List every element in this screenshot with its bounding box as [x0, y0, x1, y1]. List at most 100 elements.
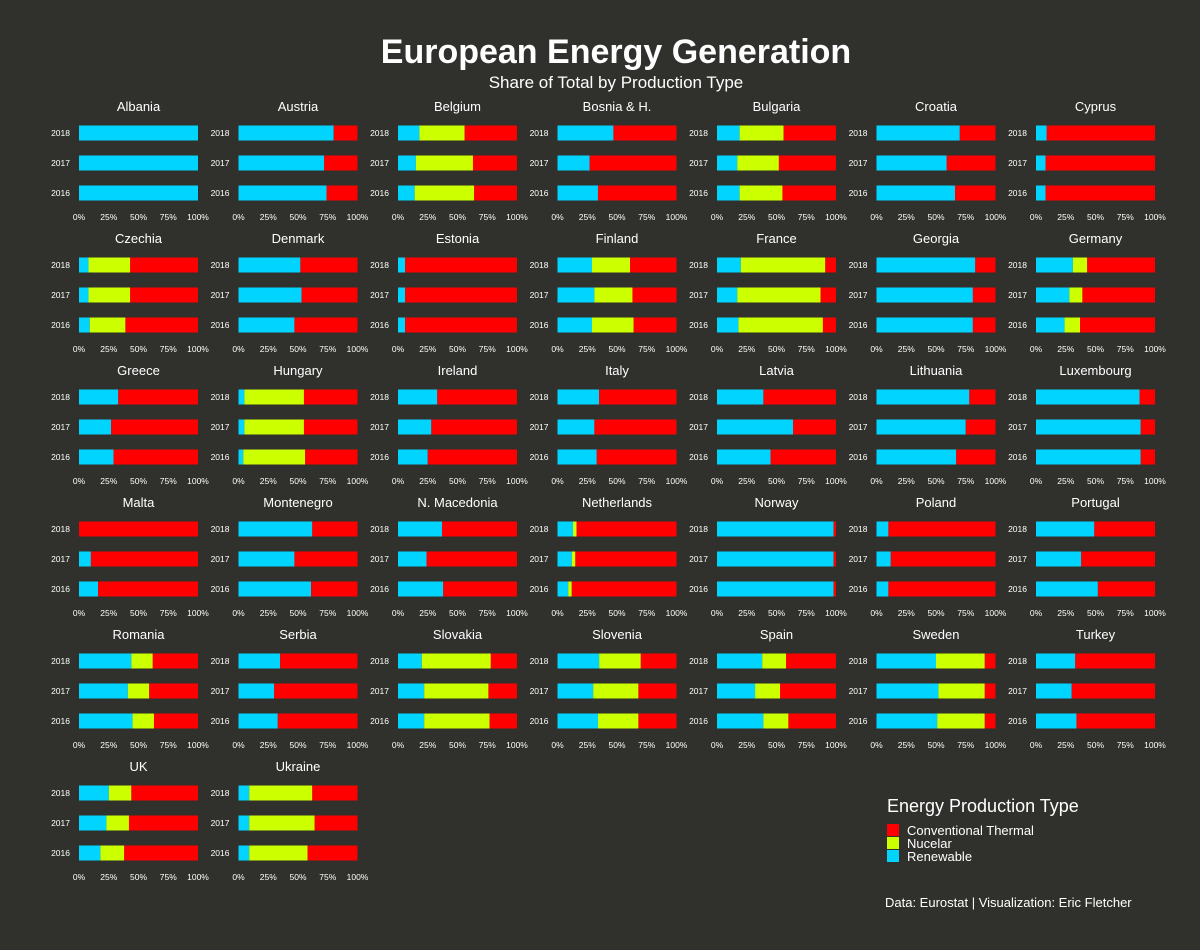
year-label: 2017	[530, 422, 549, 432]
x-tick-label: 25%	[898, 740, 915, 750]
panel-title: Netherlands	[582, 495, 653, 510]
x-tick-label: 0%	[232, 476, 245, 486]
year-label: 2018	[689, 656, 708, 666]
bar-segment-conventional-thermal	[442, 521, 517, 537]
x-tick-label: 25%	[579, 476, 596, 486]
x-tick-label: 50%	[130, 344, 147, 354]
panel-turkey: Turkey 2018 2017 2016 0% 25% 50% 75% 100%	[1008, 627, 1166, 750]
bar-segment-renewable	[557, 683, 594, 699]
bar-segment-renewable	[557, 257, 593, 273]
x-tick-label: 100%	[187, 212, 209, 222]
panel-title: Ukraine	[276, 759, 321, 774]
panel-greece: Greece 2018 2017 2016 0% 25% 50% 75% 100%	[51, 363, 209, 486]
panel-denmark: Denmark 2018 2017 2016 0% 25% 50% 75% 100%	[211, 231, 369, 354]
year-label: 2016	[51, 584, 70, 594]
x-tick-label: 50%	[289, 608, 306, 618]
bar-segment-nuclear	[127, 683, 150, 699]
bar-segment-conventional-thermal	[98, 581, 198, 597]
year-label: 2018	[689, 128, 708, 138]
year-label: 2018	[211, 128, 230, 138]
x-tick-label: 0%	[711, 740, 724, 750]
x-tick-label: 75%	[319, 740, 336, 750]
year-label: 2018	[530, 260, 549, 270]
x-tick-label: 0%	[711, 608, 724, 618]
panel-netherlands: Netherlands 2018 2017 2016 0% 25% 50% 75% 100%	[530, 495, 688, 618]
bar-segment-renewable	[79, 551, 91, 567]
bar-segment-renewable	[79, 785, 109, 801]
x-tick-label: 75%	[957, 476, 974, 486]
bar-segment-conventional-thermal	[630, 257, 677, 273]
x-tick-label: 0%	[392, 608, 405, 618]
x-tick-label: 75%	[957, 740, 974, 750]
bar-segment-conventional-thermal	[793, 419, 836, 435]
year-label: 2017	[849, 686, 868, 696]
bar-segment-conventional-thermal	[1094, 521, 1155, 537]
year-label: 2017	[689, 158, 708, 168]
panel-title: Luxembourg	[1059, 363, 1131, 378]
x-tick-label: 100%	[825, 212, 847, 222]
x-tick-label: 100%	[187, 872, 209, 882]
bar-segment-conventional-thermal	[464, 125, 517, 141]
bar-segment-renewable	[1036, 155, 1046, 171]
bar-segment-conventional-thermal	[301, 287, 358, 303]
year-label: 2018	[370, 524, 389, 534]
bar-segment-renewable	[1036, 713, 1077, 729]
x-tick-label: 25%	[579, 608, 596, 618]
bar-segment-nuclear	[244, 419, 304, 435]
bar-segment-conventional-thermal	[984, 653, 996, 669]
x-tick-label: 25%	[898, 212, 915, 222]
bar-segment-conventional-thermal	[314, 815, 358, 831]
bar-segment-nuclear	[249, 815, 315, 831]
x-tick-label: 100%	[506, 740, 528, 750]
x-tick-label: 100%	[187, 476, 209, 486]
bar-segment-renewable	[557, 185, 598, 201]
bar-segment-renewable	[876, 125, 960, 141]
year-label: 2017	[1008, 290, 1027, 300]
x-tick-label: 75%	[798, 212, 815, 222]
year-label: 2018	[530, 656, 549, 666]
x-tick-label: 75%	[798, 476, 815, 486]
bar-segment-conventional-thermal	[489, 713, 517, 729]
year-label: 2016	[530, 188, 549, 198]
x-tick-label: 25%	[1057, 344, 1074, 354]
bar-segment-conventional-thermal	[152, 653, 198, 669]
x-tick-label: 0%	[392, 740, 405, 750]
x-tick-label: 25%	[260, 212, 277, 222]
bar-segment-renewable	[557, 521, 573, 537]
bar-segment-nuclear	[597, 713, 639, 729]
bar-segment-renewable	[876, 287, 973, 303]
panel-italy: Italy 2018 2017 2016 0% 25% 50% 75% 100%	[530, 363, 688, 486]
bar-segment-conventional-thermal	[307, 845, 358, 861]
bar-segment-conventional-thermal	[311, 581, 358, 597]
bar-segment-nuclear	[424, 683, 489, 699]
bar-segment-conventional-thermal	[1139, 389, 1155, 405]
x-tick-label: 25%	[898, 476, 915, 486]
panel-title: Greece	[117, 363, 160, 378]
x-tick-label: 75%	[957, 608, 974, 618]
year-label: 2017	[849, 158, 868, 168]
bar-segment-renewable	[1036, 551, 1082, 567]
x-tick-label: 25%	[260, 476, 277, 486]
bar-segment-renewable	[1036, 449, 1141, 465]
bar-segment-renewable	[1036, 653, 1076, 669]
bar-segment-nuclear	[594, 287, 633, 303]
x-tick-label: 100%	[187, 608, 209, 618]
x-tick-label: 75%	[957, 212, 974, 222]
bar-segment-renewable	[79, 845, 101, 861]
x-tick-label: 50%	[608, 344, 625, 354]
bar-segment-renewable	[398, 713, 425, 729]
bar-segment-conventional-thermal	[888, 521, 996, 537]
bar-segment-conventional-thermal	[589, 155, 677, 171]
bar-segment-conventional-thermal	[1097, 581, 1155, 597]
bar-segment-nuclear	[571, 551, 576, 567]
panel-title: Germany	[1069, 231, 1123, 246]
year-label: 2016	[51, 452, 70, 462]
year-label: 2017	[370, 158, 389, 168]
year-label: 2017	[849, 290, 868, 300]
x-tick-label: 100%	[825, 608, 847, 618]
x-tick-label: 50%	[130, 608, 147, 618]
year-label: 2017	[211, 290, 230, 300]
year-label: 2016	[1008, 452, 1027, 462]
bar-segment-renewable	[876, 257, 976, 273]
